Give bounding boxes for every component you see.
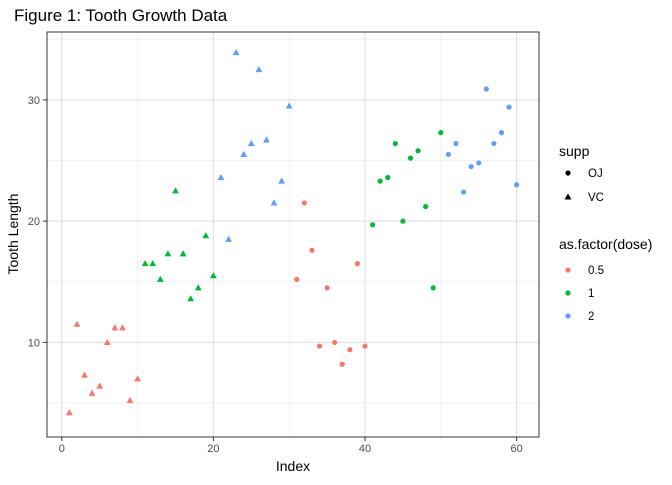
y-tick-label: 10	[28, 337, 40, 349]
legend-supp-label: VC	[588, 192, 604, 204]
x-tick-label: 60	[511, 443, 523, 455]
data-point	[468, 163, 474, 170]
data-point	[438, 130, 444, 136]
chart-title: Figure 1: Tooth Growth Data	[14, 6, 228, 25]
data-point	[407, 155, 414, 161]
data-point	[309, 247, 315, 253]
plot-border	[46, 31, 540, 438]
data-point	[217, 173, 225, 181]
data-point	[316, 343, 323, 349]
data-point	[362, 343, 368, 349]
data-point	[103, 338, 111, 345]
data-point	[514, 182, 520, 188]
data-point	[73, 320, 81, 327]
data-point	[483, 86, 489, 92]
data-point	[332, 339, 338, 346]
data-point	[225, 235, 232, 242]
legend-supp-label: OJ	[588, 168, 603, 180]
grid-lines	[47, 32, 539, 437]
x-axis: 0 20 40 60	[59, 437, 523, 455]
data-point	[453, 140, 459, 147]
data-point	[423, 204, 429, 210]
data-point	[278, 177, 286, 184]
data-point	[119, 324, 126, 331]
legend-dose-label: 0.5	[588, 265, 604, 277]
legend-dose-label: 2	[588, 311, 594, 323]
y-tick-label: 30	[28, 95, 40, 107]
data-point	[377, 178, 383, 184]
data-point	[339, 361, 345, 367]
x-tick-label: 40	[359, 443, 371, 455]
plot-panel	[46, 31, 540, 438]
data-point	[415, 148, 421, 154]
data-point	[301, 200, 307, 206]
x-axis-label: Index	[276, 458, 310, 474]
data-point	[347, 347, 353, 353]
data-point	[476, 160, 482, 166]
legend-key-color	[565, 267, 571, 273]
data-point	[88, 389, 96, 396]
legend-supp-title: supp	[559, 143, 590, 159]
data-point	[156, 275, 164, 282]
data-point	[164, 250, 172, 257]
legend-key-triangle	[564, 193, 572, 200]
data-point	[369, 222, 376, 228]
data-point	[247, 139, 255, 147]
data-point	[172, 187, 179, 194]
data-point	[270, 199, 278, 206]
data-points	[65, 49, 520, 416]
plot-background	[47, 32, 539, 437]
data-point	[430, 285, 436, 291]
data-point	[354, 261, 361, 267]
data-point	[285, 102, 293, 109]
data-point	[111, 324, 119, 331]
y-tick-label: 20	[28, 216, 40, 228]
data-point	[498, 130, 505, 136]
data-point	[209, 272, 217, 279]
data-point	[81, 371, 88, 378]
data-point	[65, 409, 73, 416]
data-point	[506, 104, 512, 110]
data-point	[294, 276, 300, 282]
data-point	[445, 151, 452, 158]
legend-supp: supp OJ VC	[559, 143, 604, 204]
data-point	[149, 260, 157, 267]
data-point	[263, 136, 270, 143]
x-tick-label: 20	[207, 443, 219, 455]
data-point	[491, 140, 497, 147]
legend-key-color	[565, 313, 571, 319]
legend-key-color	[565, 290, 571, 296]
legend-dose-title: as.factor(dose)	[559, 236, 652, 252]
data-point	[194, 284, 202, 291]
legend-dose-label: 1	[588, 288, 594, 300]
data-point	[385, 174, 391, 181]
data-point	[392, 140, 398, 147]
data-point	[187, 295, 195, 302]
data-point	[96, 382, 104, 389]
legend-dose: as.factor(dose) 0.5 1 2	[559, 236, 652, 323]
data-point	[126, 397, 134, 404]
data-point	[179, 250, 187, 257]
data-point	[141, 260, 149, 267]
data-point	[202, 232, 210, 239]
y-axis: 10 20 30	[28, 95, 47, 349]
y-axis-label: Tooth Length	[5, 194, 21, 275]
data-point	[255, 65, 263, 73]
data-point	[240, 150, 248, 157]
data-point	[134, 375, 142, 382]
data-point	[400, 218, 406, 224]
x-tick-label: 0	[59, 443, 65, 455]
data-point	[232, 49, 240, 56]
data-point	[460, 189, 467, 195]
data-point	[324, 285, 330, 291]
legend-key-circle	[565, 170, 571, 176]
